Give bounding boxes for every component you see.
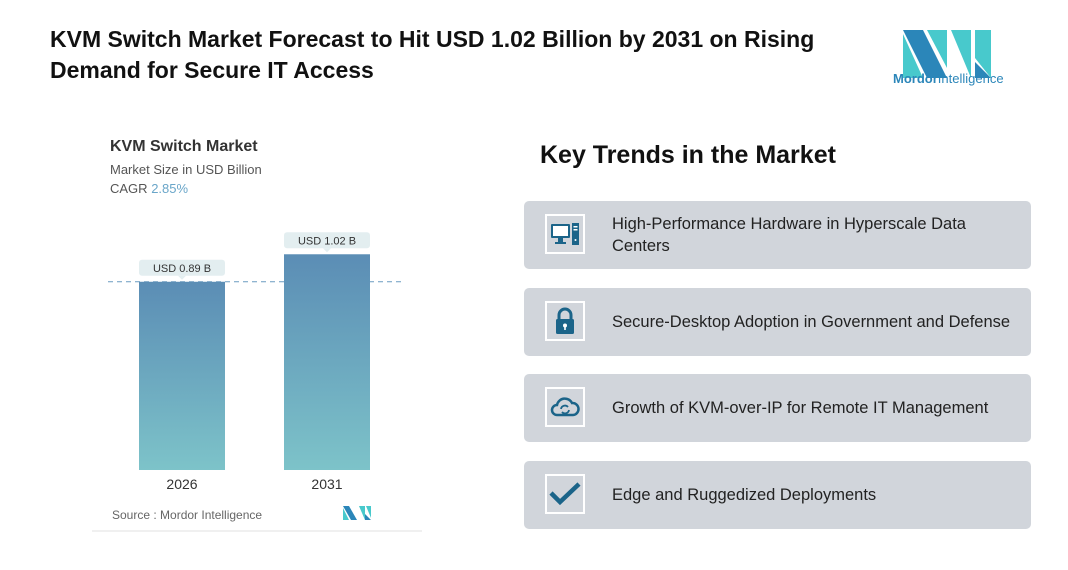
trend-label: Growth of KVM-over-IP for Remote IT Mana… — [612, 399, 989, 417]
desktop-computer-icon — [545, 214, 585, 254]
trend-label: High-Performance Hardware in Hyperscale … — [612, 215, 966, 255]
page-title: KVM Switch Market Forecast to Hit USD 1.… — [50, 26, 815, 83]
data-label: USD 0.89 B — [153, 263, 211, 275]
checkmark-icon — [545, 474, 585, 514]
logo-text: MordorIntelligence — [893, 71, 1004, 86]
data-label-bg — [139, 259, 225, 276]
trend-card: High-Performance Hardware in Hyperscale … — [524, 201, 1031, 269]
data-label-pointer — [178, 275, 186, 280]
trend-card: Growth of KVM-over-IP for Remote IT Mana… — [524, 374, 1031, 442]
x-tick-label: 2031 — [311, 476, 342, 492]
cagr: CAGR 2.85% — [110, 181, 189, 196]
bar-2026 — [139, 281, 225, 470]
bar-2031 — [284, 254, 370, 470]
data-label: USD 1.02 B — [298, 235, 356, 247]
trend-label: Secure-Desktop Adoption in Government an… — [612, 313, 1011, 331]
cloud-sync-icon — [545, 387, 585, 427]
trend-label: Edge and Ruggedized Deployments — [612, 486, 877, 504]
x-tick-label: 2026 — [166, 476, 197, 492]
data-label-pointer — [323, 248, 331, 253]
mordor-intelligence-logo — [903, 30, 991, 78]
chart-source: Source : Mordor Intelligence — [112, 508, 263, 522]
data-label-bg — [284, 232, 370, 249]
trend-card: Edge and Ruggedized Deployments — [524, 461, 1031, 529]
lock-icon — [545, 301, 585, 341]
cagr-value: 2.85% — [151, 181, 189, 196]
chart-subtitle: Market Size in USD Billion — [110, 162, 262, 177]
chart-panel — [92, 130, 422, 532]
trends-title: Key Trends in the Market — [540, 141, 836, 169]
mordor-small-logo — [343, 506, 371, 520]
trend-card: Secure-Desktop Adoption in Government an… — [524, 288, 1031, 356]
chart-title: KVM Switch Market — [110, 138, 258, 155]
